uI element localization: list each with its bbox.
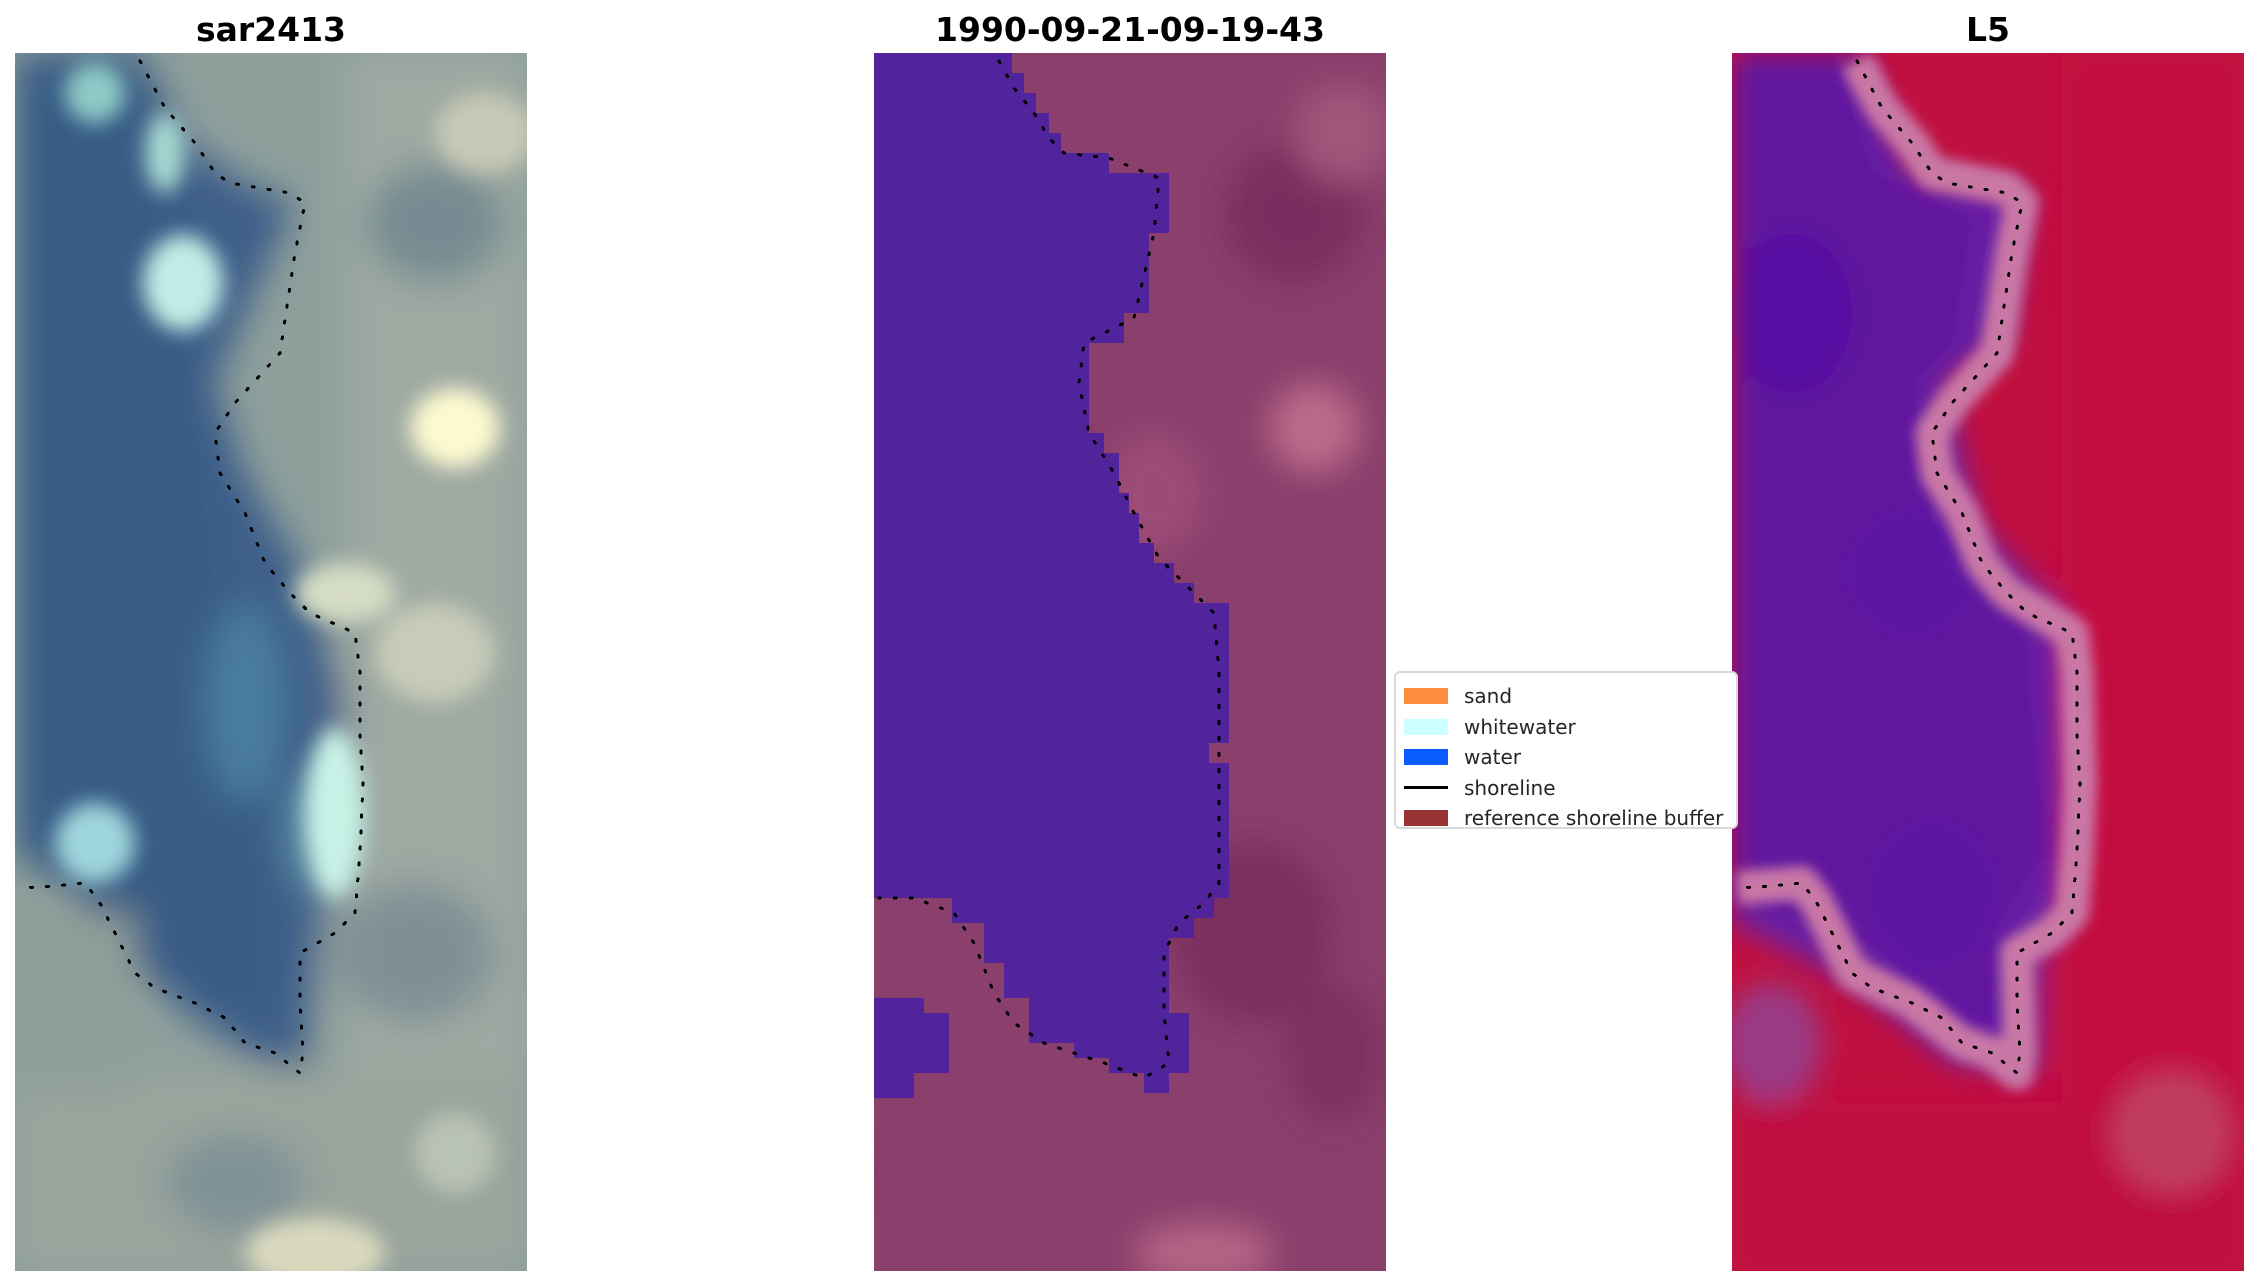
legend-swatch-shoreline: [1404, 786, 1448, 790]
legend-swatch-sand: [1404, 688, 1448, 705]
legend: sand whitewater water shoreline referenc…: [1394, 671, 1738, 829]
rgb-satellite-image: [15, 53, 527, 1271]
legend-item-sand: sand: [1396, 681, 1736, 712]
legend-item-water: water: [1396, 742, 1736, 773]
legend-swatch-whitewater: [1404, 718, 1448, 735]
panel-title-ndwi: 1990-09-21-09-19-43: [935, 10, 1325, 49]
legend-label-sand: sand: [1464, 684, 1513, 709]
legend-label-whitewater: whitewater: [1464, 714, 1576, 739]
legend-item-whitewater: whitewater: [1396, 712, 1736, 743]
legend-item-shoreline: shoreline: [1396, 773, 1736, 804]
panel-title-l5: L5: [1966, 10, 2010, 49]
legend-swatch-water: [1404, 749, 1448, 766]
l5-probability-image: [1732, 53, 2244, 1271]
legend-label-reference-buffer: reference shoreline buffer: [1464, 806, 1724, 829]
legend-label-water: water: [1464, 745, 1521, 770]
panel-title-rgb: sar2413: [195, 10, 347, 49]
legend-label-shoreline: shoreline: [1464, 775, 1556, 800]
legend-item-reference-buffer: reference shoreline buffer: [1396, 803, 1736, 829]
classified-image: [874, 53, 1386, 1271]
legend-swatch-reference-buffer: [1404, 810, 1448, 827]
